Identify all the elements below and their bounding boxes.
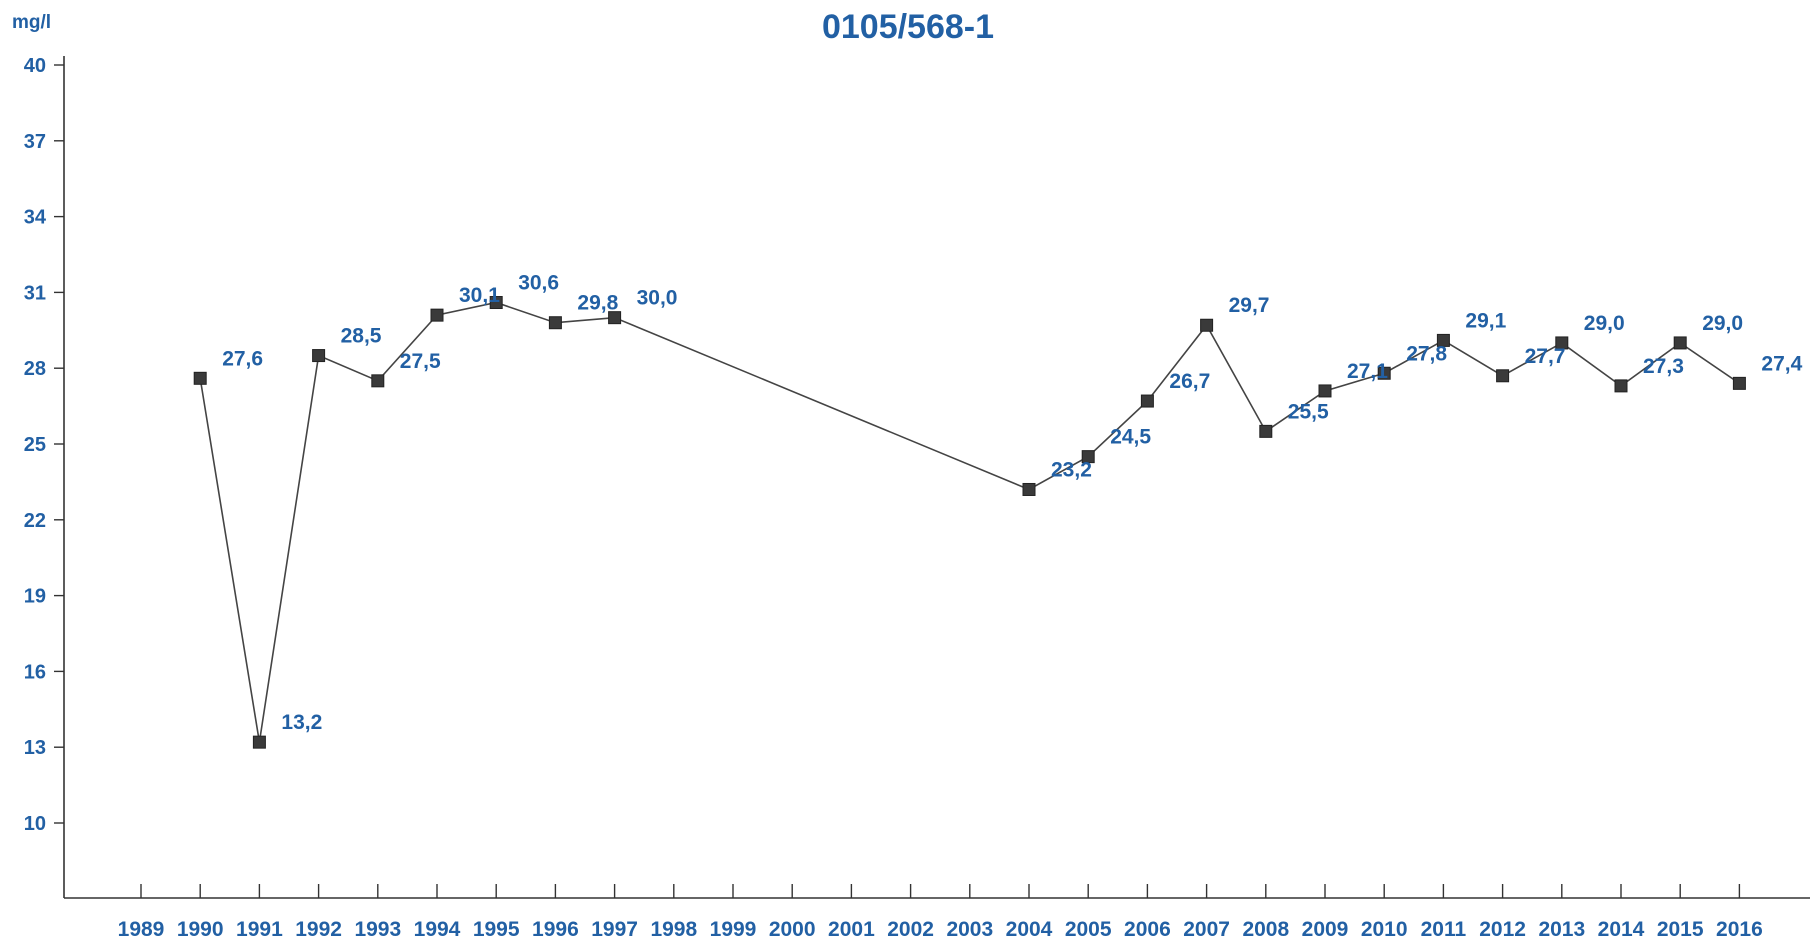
x-tick-label: 1996 (532, 918, 579, 941)
data-point-marker (1200, 318, 1214, 332)
data-value-label: 27,7 (1525, 345, 1566, 368)
x-tick-label: 2015 (1657, 918, 1704, 941)
data-value-label: 28,5 (341, 325, 382, 348)
x-tick-label: 1997 (591, 918, 638, 941)
data-value-label: 29,7 (1229, 294, 1270, 317)
y-tick-label: 22 (24, 510, 46, 532)
x-tick-label: 2005 (1065, 918, 1112, 941)
data-value-label: 25,5 (1288, 400, 1329, 423)
x-tick-label: 2001 (828, 918, 875, 941)
data-value-label: 29,0 (1702, 312, 1743, 335)
data-point-marker (312, 349, 326, 363)
y-axis-unit-label: mg/l (12, 12, 51, 33)
x-tick-label: 2013 (1538, 918, 1585, 941)
x-tick-label: 2006 (1124, 918, 1171, 941)
x-tick-label: 2008 (1242, 918, 1289, 941)
data-point-marker (1436, 333, 1450, 347)
data-point-marker (1081, 450, 1095, 464)
x-tick-label: 2016 (1716, 918, 1763, 941)
x-tick-label: 2012 (1479, 918, 1526, 941)
data-point-marker (1022, 482, 1036, 496)
x-tick-label: 1990 (177, 918, 224, 941)
x-tick-label: 2011 (1421, 918, 1467, 941)
y-axis-ticks: 10 13 16 19 22 25 28 31 34 37 40 (24, 55, 64, 835)
x-tick-label: 2009 (1302, 918, 1349, 941)
data-point-marker (1496, 369, 1510, 383)
x-tick-label: 1991 (236, 918, 283, 941)
data-point-marker (1732, 376, 1746, 390)
data-point-marker (193, 371, 207, 385)
y-tick-label: 19 (24, 586, 46, 608)
data-value-label: 29,1 (1465, 309, 1506, 332)
data-value-label: 27,8 (1406, 342, 1447, 365)
data-point-marker (1140, 394, 1154, 408)
data-value-label: 26,7 (1169, 370, 1210, 393)
data-point-marker (252, 735, 266, 749)
data-point-marker (608, 311, 622, 325)
y-tick-label: 16 (24, 661, 46, 683)
x-tick-label: 2007 (1183, 918, 1230, 941)
data-point-marker (1259, 424, 1273, 438)
data-series (193, 296, 1746, 749)
x-tick-label: 1994 (414, 918, 461, 941)
data-value-label: 24,5 (1110, 426, 1151, 449)
x-tick-label: 1992 (295, 918, 342, 941)
x-tick-label: 2014 (1598, 918, 1645, 941)
y-tick-label: 10 (24, 813, 46, 835)
y-tick-label: 34 (24, 207, 47, 229)
x-tick-label: 2004 (1006, 918, 1053, 941)
y-tick-label: 28 (24, 358, 46, 380)
data-value-label: 27,4 (1761, 352, 1802, 375)
y-tick-label: 13 (24, 737, 46, 759)
data-value-label: 27,5 (400, 350, 441, 373)
data-point-marker (548, 316, 562, 330)
y-tick-label: 31 (24, 282, 46, 304)
x-tick-label: 1993 (354, 918, 401, 941)
data-value-label: 29,8 (577, 292, 618, 315)
y-tick-label: 40 (24, 55, 46, 77)
data-value-label: 27,6 (222, 347, 263, 370)
data-point-marker (1318, 384, 1332, 398)
data-point-marker (1673, 336, 1687, 350)
data-value-label: 27,1 (1347, 360, 1388, 383)
data-value-label: 30,6 (518, 272, 559, 295)
chart-title: 0105/568-1 (822, 8, 994, 46)
x-tick-label: 2003 (946, 918, 993, 941)
data-value-label: 29,0 (1584, 312, 1625, 335)
x-tick-label: 1999 (710, 918, 757, 941)
data-point-marker (371, 374, 385, 388)
y-tick-label: 25 (24, 434, 46, 456)
data-labels: 27,6 13,2 28,5 27,5 30,1 30,6 29,8 30,0 23,2 24,5… (222, 272, 1802, 735)
data-value-label: 13,2 (281, 711, 322, 734)
x-tick-label: 2002 (887, 918, 934, 941)
data-point-marker (430, 308, 444, 322)
x-tick-label: 2000 (769, 918, 816, 941)
x-tick-label: 2010 (1361, 918, 1408, 941)
data-point-marker (1377, 366, 1391, 380)
data-point-marker (1555, 336, 1569, 350)
data-value-label: 23,2 (1051, 458, 1092, 481)
data-value-label: 27,3 (1643, 355, 1684, 378)
x-tick-label: 1989 (118, 918, 165, 941)
data-value-label: 30,0 (637, 287, 678, 310)
data-value-label: 30,1 (459, 284, 500, 307)
x-axis-ticks: 1989 1990 1991 1992 1993 1994 1995 1996 1997 1998… (118, 884, 1763, 941)
x-tick-label: 1995 (473, 918, 520, 941)
data-point-marker (1614, 379, 1628, 393)
x-tick-label: 1998 (650, 918, 697, 941)
data-point-marker (489, 296, 503, 310)
y-tick-label: 37 (24, 131, 46, 153)
axes (63, 56, 1810, 899)
